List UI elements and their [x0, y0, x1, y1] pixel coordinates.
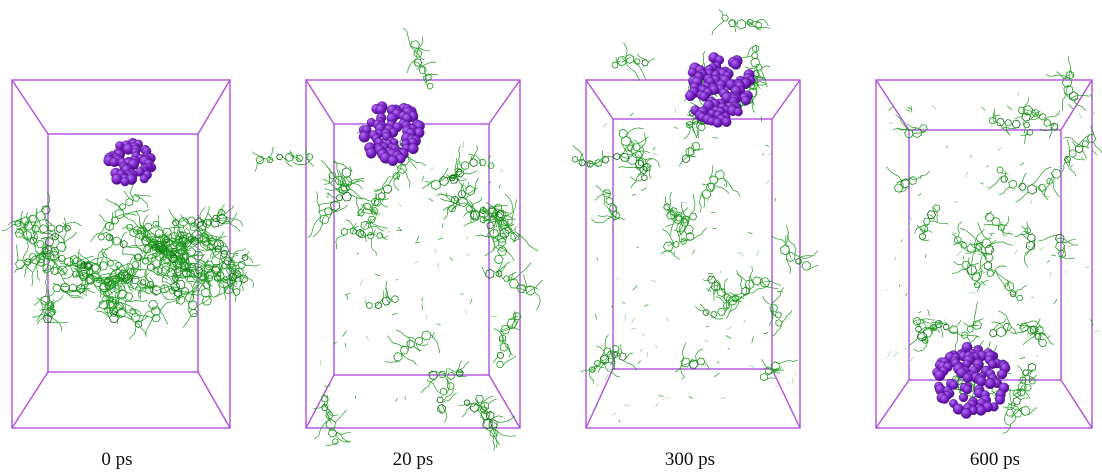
caption-0ps: 0 ps	[101, 449, 133, 470]
nanoparticle-cluster	[683, 44, 771, 140]
nanoparticle-cluster	[103, 138, 157, 187]
nanoparticle-cluster	[908, 301, 1054, 434]
frame-20ps	[252, 27, 543, 451]
caption-20ps: 20 ps	[392, 449, 434, 470]
frame-300ps	[571, 9, 819, 429]
frame-600ps	[875, 56, 1102, 434]
caption-600ps: 600 ps	[969, 449, 1021, 470]
frame-0ps	[1, 79, 260, 429]
molecule-dispersion	[571, 9, 819, 423]
molecule-network	[252, 27, 543, 451]
molecule-aggregate	[1, 182, 260, 340]
nanoparticle-cluster	[358, 101, 425, 166]
caption-300ps: 300 ps	[664, 449, 716, 470]
molecule-dispersion	[885, 56, 1102, 363]
